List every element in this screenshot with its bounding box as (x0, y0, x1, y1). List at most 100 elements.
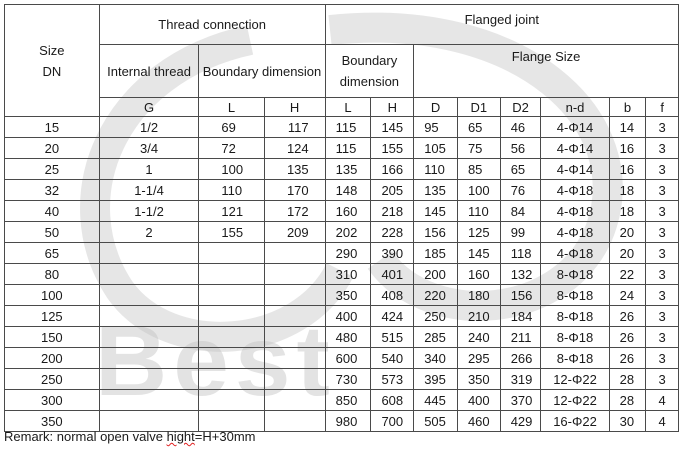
cell-d1: 210 (456, 305, 501, 327)
cell-d2: 266 (499, 347, 542, 369)
cell-thread-l (198, 368, 265, 390)
cell-b: 24 (608, 284, 647, 306)
cell-d1: 110 (456, 200, 501, 222)
cell-b: 14 (608, 116, 647, 138)
cell-flange-l: 290 (324, 242, 372, 264)
cell-nd: 4-Φ14 (540, 137, 610, 159)
cell-thread-l: 72 (198, 137, 265, 159)
table-header: Size DN Thread connection Flanged joint … (4, 4, 680, 117)
cell-d: 200 (413, 263, 458, 285)
cell-d: 250 (413, 305, 458, 327)
table-row: 125 400 424 250 210 184 8-Φ18 26 3 (4, 305, 679, 327)
flanged-joint-header: Flanged joint (324, 4, 680, 45)
cell-g (98, 263, 200, 285)
cell-d2: 118 (499, 242, 542, 264)
cell-d2: 132 (499, 263, 542, 285)
cell-d2: 46 (499, 116, 542, 138)
cell-f: 3 (645, 263, 679, 285)
cell-dn: 65 (4, 242, 100, 264)
remark-note: Remark: normal open valve hight=H+30mm (4, 429, 255, 444)
cell-thread-h (263, 347, 326, 369)
cell-b: 26 (608, 305, 647, 327)
cell-g (98, 305, 200, 327)
cell-flange-l: 115 (324, 137, 372, 159)
cell-f: 3 (645, 116, 679, 138)
cell-flange-h: 228 (370, 221, 415, 243)
cell-dn: 250 (4, 368, 100, 390)
col-flange-h-header: H (370, 97, 415, 117)
table-row: 32 1-1/4 110 170 148 205 135 100 76 4-Φ18 18 3 (4, 179, 679, 201)
cell-thread-h (263, 389, 326, 411)
cell-d: 445 (413, 389, 458, 411)
cell-b: 26 (608, 347, 647, 369)
cell-f: 3 (645, 179, 679, 201)
cell-nd: 8-Φ18 (540, 284, 610, 306)
cell-thread-h (263, 305, 326, 327)
table-row: 150 480 515 285 240 211 8-Φ18 26 3 (4, 326, 679, 348)
cell-b: 16 (608, 137, 647, 159)
table-row: 300 850 608 445 400 370 12-Φ22 28 4 (4, 389, 679, 411)
table-row: 20 3/4 72 124 115 155 105 75 56 4-Φ14 16 3 (4, 137, 679, 159)
cell-flange-h: 166 (370, 158, 415, 180)
cell-flange-l: 350 (324, 284, 372, 306)
cell-thread-h (263, 368, 326, 390)
cell-d1: 100 (456, 179, 501, 201)
cell-f: 3 (645, 137, 679, 159)
cell-thread-l: 69 (198, 116, 265, 138)
cell-g (98, 284, 200, 306)
cell-nd: 4-Φ18 (540, 221, 610, 243)
cell-flange-h: 408 (370, 284, 415, 306)
cell-flange-h: 390 (370, 242, 415, 264)
col-f-header: f (645, 97, 679, 117)
cell-g: 1/2 (98, 116, 200, 138)
cell-dn: 80 (4, 263, 100, 285)
col-b-header: b (608, 97, 647, 117)
cell-d1: 75 (456, 137, 501, 159)
cell-d: 395 (413, 368, 458, 390)
cell-thread-h: 172 (263, 200, 326, 222)
table-row: 80 310 401 200 160 132 8-Φ18 22 3 (4, 263, 679, 285)
cell-g: 1-1/4 (98, 179, 200, 201)
cell-d2: 184 (499, 305, 542, 327)
cell-nd: 12-Φ22 (540, 389, 610, 411)
cell-thread-h (263, 263, 326, 285)
cell-nd: 4-Φ14 (540, 158, 610, 180)
cell-f: 3 (645, 242, 679, 264)
cell-thread-l (198, 284, 265, 306)
cell-d1: 160 (456, 263, 501, 285)
cell-g (98, 242, 200, 264)
cell-dn: 25 (4, 158, 100, 180)
cell-thread-l (198, 242, 265, 264)
flange-boundary-dimension-header: Boundary dimension (324, 44, 415, 98)
cell-nd: 8-Φ18 (540, 305, 610, 327)
cell-thread-h: 124 (263, 137, 326, 159)
cell-d1: 400 (456, 389, 501, 411)
cell-b: 30 (608, 410, 647, 432)
cell-flange-h: 540 (370, 347, 415, 369)
cell-d1: 125 (456, 221, 501, 243)
table-row: 25 1 100 135 135 166 110 85 65 4-Φ14 16 3 (4, 158, 679, 180)
cell-d1: 65 (456, 116, 501, 138)
cell-flange-h: 700 (370, 410, 415, 432)
cell-d2: 211 (499, 326, 542, 348)
size-dn-header: Size DN (4, 4, 100, 117)
col-d-header: D (413, 97, 458, 117)
cell-flange-l: 400 (324, 305, 372, 327)
table-row: 65 290 390 185 145 118 4-Φ18 20 3 (4, 242, 679, 264)
cell-dn: 100 (4, 284, 100, 306)
cell-flange-l: 148 (324, 179, 372, 201)
valve-spec-table: Size DN Thread connection Flanged joint … (4, 4, 680, 432)
cell-thread-l (198, 389, 265, 411)
cell-thread-h: 117 (263, 116, 326, 138)
cell-flange-l: 480 (324, 326, 372, 348)
cell-b: 22 (608, 263, 647, 285)
cell-d: 95 (413, 116, 458, 138)
cell-d1: 295 (456, 347, 501, 369)
cell-d1: 460 (456, 410, 501, 432)
cell-d: 505 (413, 410, 458, 432)
cell-g: 1-1/2 (98, 200, 200, 222)
cell-dn: 300 (4, 389, 100, 411)
table-row: 50 2 155 209 202 228 156 125 99 4-Φ18 20 3 (4, 221, 679, 243)
cell-g (98, 389, 200, 411)
cell-dn: 125 (4, 305, 100, 327)
